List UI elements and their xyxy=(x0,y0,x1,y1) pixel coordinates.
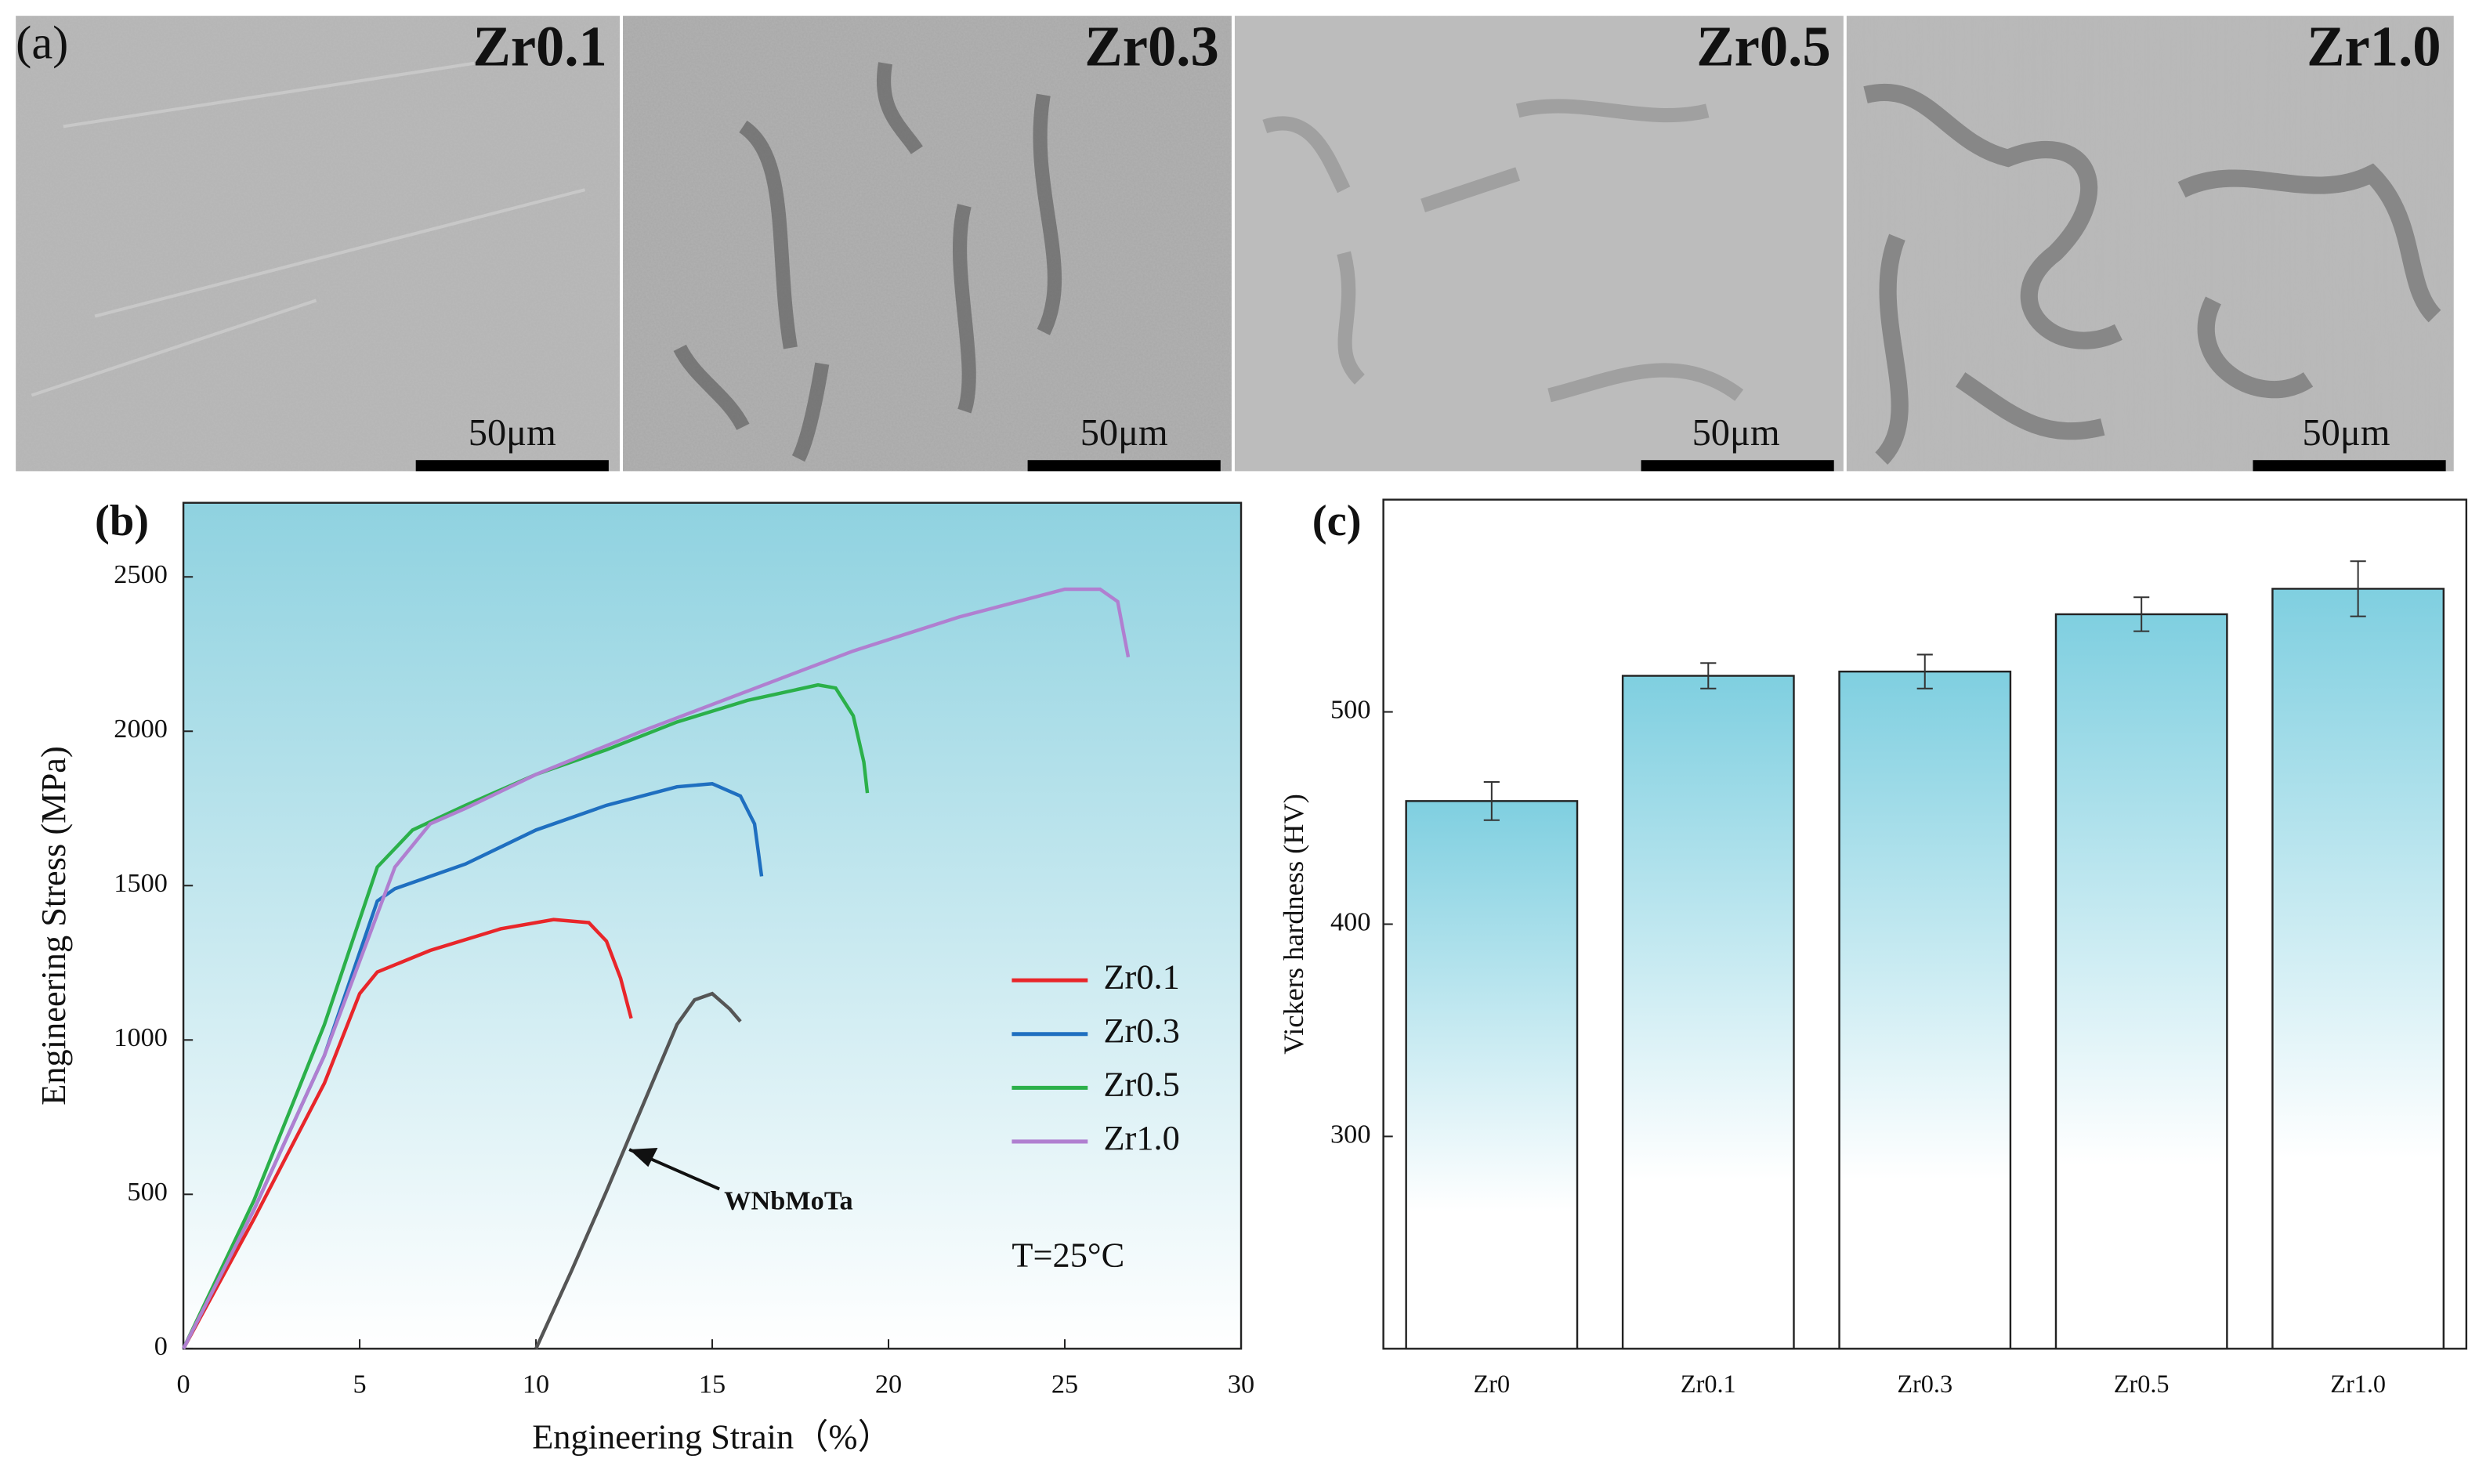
x-tick-label: Zr0 xyxy=(1474,1370,1511,1398)
scratch xyxy=(31,61,586,397)
x-tick-label: Zr0.5 xyxy=(2114,1370,2170,1398)
bar xyxy=(1405,800,1579,1350)
y-tick-label: 1000 xyxy=(114,1023,168,1052)
legend-label: Zr0.1 xyxy=(1103,957,1179,996)
y-tick-label: 300 xyxy=(1330,1119,1370,1149)
scale-bar xyxy=(1027,460,1221,472)
texture xyxy=(1234,16,1844,472)
phase xyxy=(673,62,1062,462)
texture xyxy=(623,16,1232,472)
scale-label: 50μm xyxy=(2302,412,2390,454)
x-tick-label: 5 xyxy=(353,1370,366,1399)
line-series xyxy=(182,682,870,1350)
image-label: Zr0.1 xyxy=(472,14,606,78)
line-series xyxy=(534,991,742,1350)
y-tick-label: 1500 xyxy=(114,868,168,898)
phase xyxy=(1262,99,1744,403)
x-tick-label: Zr0.1 xyxy=(1681,1370,1736,1398)
line-series xyxy=(182,918,633,1350)
image-label: Zr0.3 xyxy=(1084,14,1218,78)
x-tick-label: 30 xyxy=(1228,1370,1254,1399)
micrograph-panel xyxy=(16,16,2454,472)
y-tick-label: 400 xyxy=(1330,907,1370,936)
phase xyxy=(1863,83,2441,465)
image-label: Zr1.0 xyxy=(2307,14,2441,78)
scale-label: 50μm xyxy=(469,412,556,454)
bar xyxy=(1838,670,2012,1350)
scale-bar xyxy=(2253,460,2446,472)
line-annotation: WNbMoTa xyxy=(724,1186,853,1216)
x-tick-label: 0 xyxy=(176,1370,190,1399)
y-tick-label: 2000 xyxy=(114,714,168,744)
y-axis-label: Vickers hardness (HV) xyxy=(1278,794,1309,1055)
scale-label: 50μm xyxy=(1692,412,1780,454)
scale-bar xyxy=(415,460,609,472)
legend-label: Zr0.5 xyxy=(1103,1065,1179,1104)
panel-label: (c) xyxy=(1312,497,1362,545)
panel-label: (a) xyxy=(16,16,68,69)
legend-label: Zr0.3 xyxy=(1103,1011,1179,1050)
x-tick-label: 15 xyxy=(699,1370,726,1399)
texture xyxy=(1846,16,2454,472)
y-tick-label: 0 xyxy=(154,1331,168,1361)
micrograph-labels: (a) xyxy=(16,16,68,69)
texture xyxy=(16,16,620,472)
line-series xyxy=(182,587,1131,1350)
scale-bar xyxy=(1641,460,1834,472)
annotation: T=25°C xyxy=(1012,1235,1124,1274)
legend-label: Zr1.0 xyxy=(1103,1118,1179,1157)
y-tick-label: 500 xyxy=(127,1177,167,1207)
bar xyxy=(2054,613,2228,1350)
scale-label: 50μm xyxy=(1080,412,1168,454)
y-axis-label: Engineering Stress (MPa) xyxy=(34,746,73,1105)
x-axis-label: Engineering Strain（%） xyxy=(532,1417,892,1457)
x-tick-label: Zr1.0 xyxy=(2330,1370,2386,1398)
x-tick-label: Zr0.3 xyxy=(1897,1370,1952,1398)
x-tick-label: 10 xyxy=(523,1370,549,1399)
bar xyxy=(2271,588,2445,1350)
bar xyxy=(1621,675,1795,1350)
arrowhead xyxy=(629,1148,658,1167)
x-tick-label: 20 xyxy=(875,1370,902,1399)
x-tick-label: 25 xyxy=(1051,1370,1078,1399)
y-tick-label: 2500 xyxy=(114,559,168,589)
panel-label: (b) xyxy=(95,497,149,545)
y-tick-label: 500 xyxy=(1330,694,1370,724)
image-label: Zr0.5 xyxy=(1696,14,1830,78)
plot-area xyxy=(182,501,1243,1350)
